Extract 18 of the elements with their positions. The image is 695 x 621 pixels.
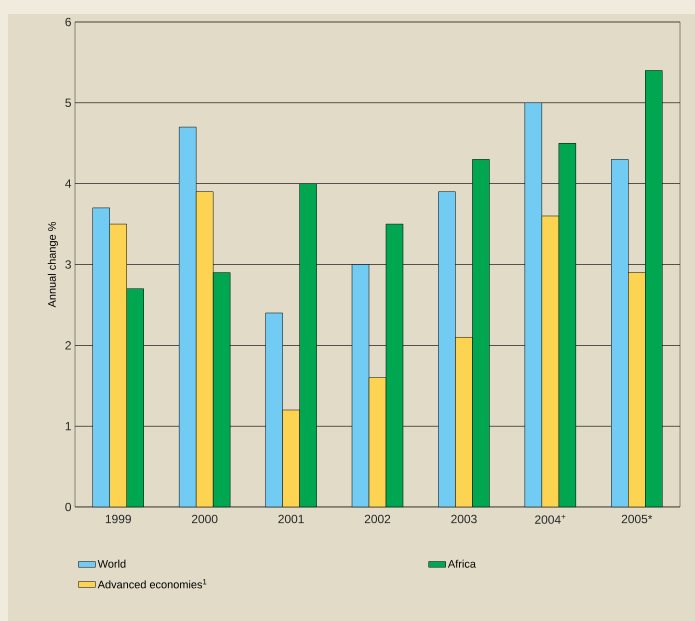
x-tick-label: 2005* — [622, 514, 652, 524]
y-tick-label: 3 — [65, 260, 71, 269]
y-tick-label: 6 — [65, 18, 71, 26]
y-tick-label: 0 — [65, 502, 72, 512]
x-tick-label: 2000 — [192, 514, 218, 524]
y-tick-label: 1 — [66, 422, 71, 430]
x-tick-label: 2002 — [364, 514, 390, 524]
legend-label: Advanced economies$^{1}$ — [98, 579, 206, 588]
legend-label: Africa — [448, 560, 476, 568]
x-tick-label: 2003 — [451, 514, 477, 524]
y-tick-label: 2 — [65, 341, 71, 350]
y-axis-title: Annual change % — [48, 222, 58, 308]
legend-label: World — [98, 560, 126, 568]
x-tick-label: 2001 — [278, 514, 304, 524]
x-tick-label: 1999 — [106, 514, 131, 524]
y-tick-label: 4 — [65, 180, 72, 188]
x-tick-label: 2004$^{+}$ — [535, 514, 566, 524]
y-tick-label: 5 — [65, 98, 71, 107]
